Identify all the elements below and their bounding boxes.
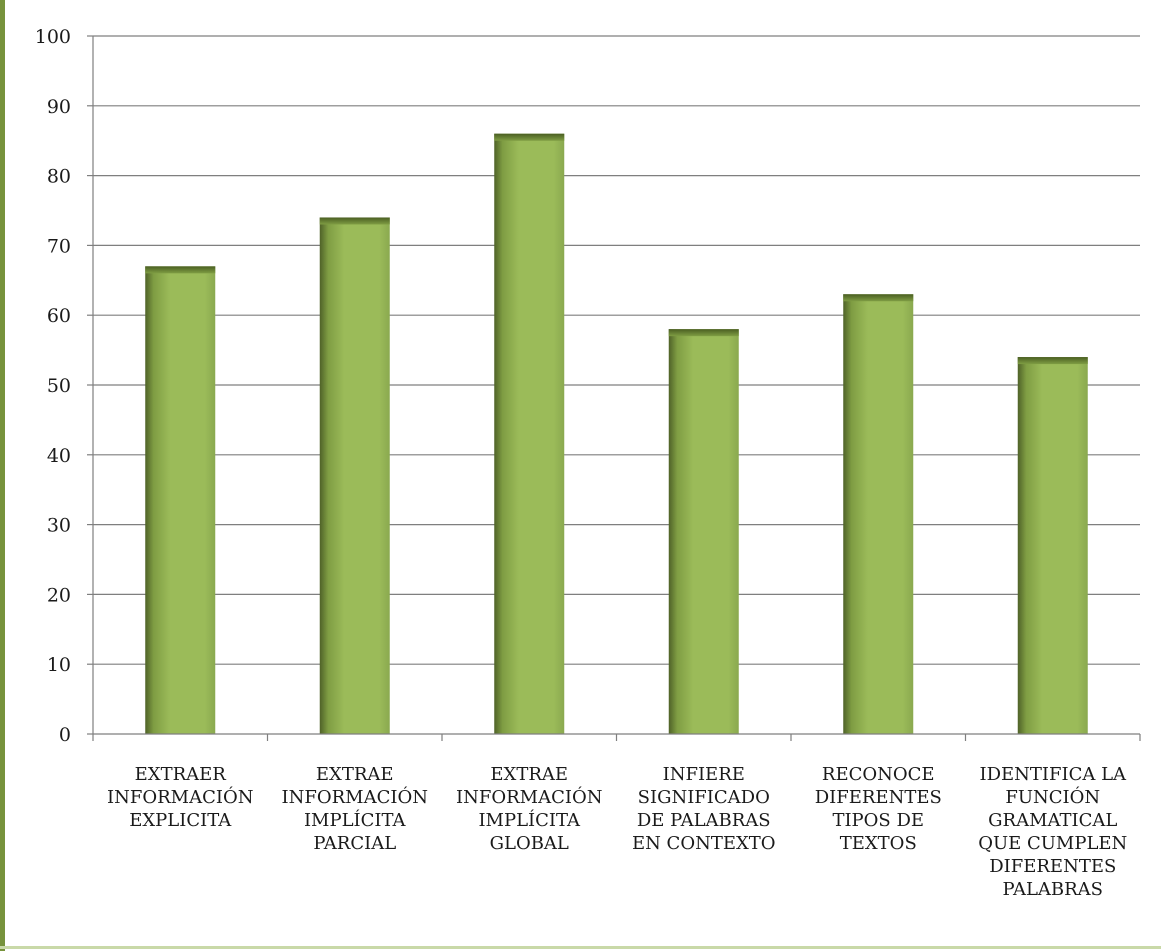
x-category-label-line: EXTRAER <box>135 764 227 785</box>
x-category-label: IDENTIFICA LA FUNCIÓN GRAMATICAL QUE CUMPLE… <box>978 764 1127 900</box>
x-category-label-line: GLOBAL <box>490 833 569 854</box>
y-tick-label: 30 <box>47 515 71 537</box>
x-category-label-line: DE PALABRAS <box>637 810 771 831</box>
x-category-label: RECONOCE DIFERENTES TIPOS DE TEXTOS <box>815 764 942 854</box>
y-tick-label: 20 <box>47 584 71 606</box>
x-category-label-line: IDENTIFICA LA <box>979 764 1127 785</box>
x-category-label: EXTRAE INFORMACIÓN IMPLÍCITA PARCIAL <box>282 764 428 854</box>
x-category-label-line: PALABRAS <box>1002 879 1103 900</box>
x-category-label-line: EN CONTEXTO <box>632 833 776 854</box>
bar-top-edge <box>494 133 565 141</box>
x-category-label-line: GRAMATICAL <box>988 810 1117 831</box>
x-category-label-line: PARCIAL <box>313 833 396 854</box>
x-category-label-line: EXPLICITA <box>129 810 232 831</box>
y-tick-label: 50 <box>47 375 71 397</box>
y-tick-label: 100 <box>35 26 71 48</box>
bar-top-edge <box>843 294 914 302</box>
bar <box>145 266 216 734</box>
y-axis-tick-labels: 0 10 20 30 40 50 60 70 80 90 100 <box>35 26 71 746</box>
x-category-label-line: RECONOCE <box>822 764 935 785</box>
bar-top-edge <box>668 329 739 337</box>
x-category-label-line: INFORMACIÓN <box>107 785 253 808</box>
y-tick-label: 90 <box>47 96 71 118</box>
x-category-label-line: INFORMACIÓN <box>456 785 602 808</box>
x-category-label-line: SIGNIFICADO <box>638 787 770 808</box>
x-category-label-line: IMPLÍCITA <box>478 808 581 831</box>
bar <box>843 294 914 734</box>
bars <box>145 133 1088 735</box>
y-tick-label: 10 <box>47 654 71 676</box>
bar-top-edge <box>145 266 216 274</box>
x-category-label-line: EXTRAE <box>490 764 568 785</box>
gridlines <box>87 35 1140 735</box>
x-category-label-line: DIFERENTES <box>815 787 942 808</box>
x-category-label-line: IMPLÍCITA <box>304 808 407 831</box>
y-tick-label: 70 <box>47 235 71 257</box>
bar <box>668 329 739 734</box>
x-category-label: INFIERE SIGNIFICADO DE PALABRAS EN CONTEXTO <box>632 764 776 854</box>
x-category-label-line: INFORMACIÓN <box>282 785 428 808</box>
y-tick-label: 0 <box>59 724 71 746</box>
x-category-label-line: TIPOS DE <box>832 810 924 831</box>
bar-top-edge <box>1017 357 1088 365</box>
x-category-label: EXTRAER INFORMACIÓN EXPLICITA <box>107 764 253 831</box>
bottom-rule <box>0 946 1161 949</box>
x-category-label-line: DIFERENTES <box>989 856 1116 877</box>
y-tick-label: 40 <box>47 445 71 467</box>
x-axis <box>92 733 1141 741</box>
x-category-label: EXTRAE INFORMACIÓN IMPLÍCITA GLOBAL <box>456 764 602 854</box>
bar <box>494 133 565 735</box>
x-category-label-line: TEXTOS <box>840 833 917 854</box>
bar-top-edge <box>319 217 390 225</box>
x-category-label-line: EXTRAE <box>316 764 394 785</box>
x-category-label-line: QUE CUMPLEN <box>978 833 1127 854</box>
x-category-label-line: INFIERE <box>663 764 745 785</box>
y-tick-label: 60 <box>47 305 71 327</box>
x-category-label-line: FUNCIÓN <box>1005 785 1100 808</box>
left-accent-bar <box>0 0 5 951</box>
y-tick-label: 80 <box>47 166 71 188</box>
bar <box>1017 357 1088 734</box>
bar <box>319 217 390 735</box>
